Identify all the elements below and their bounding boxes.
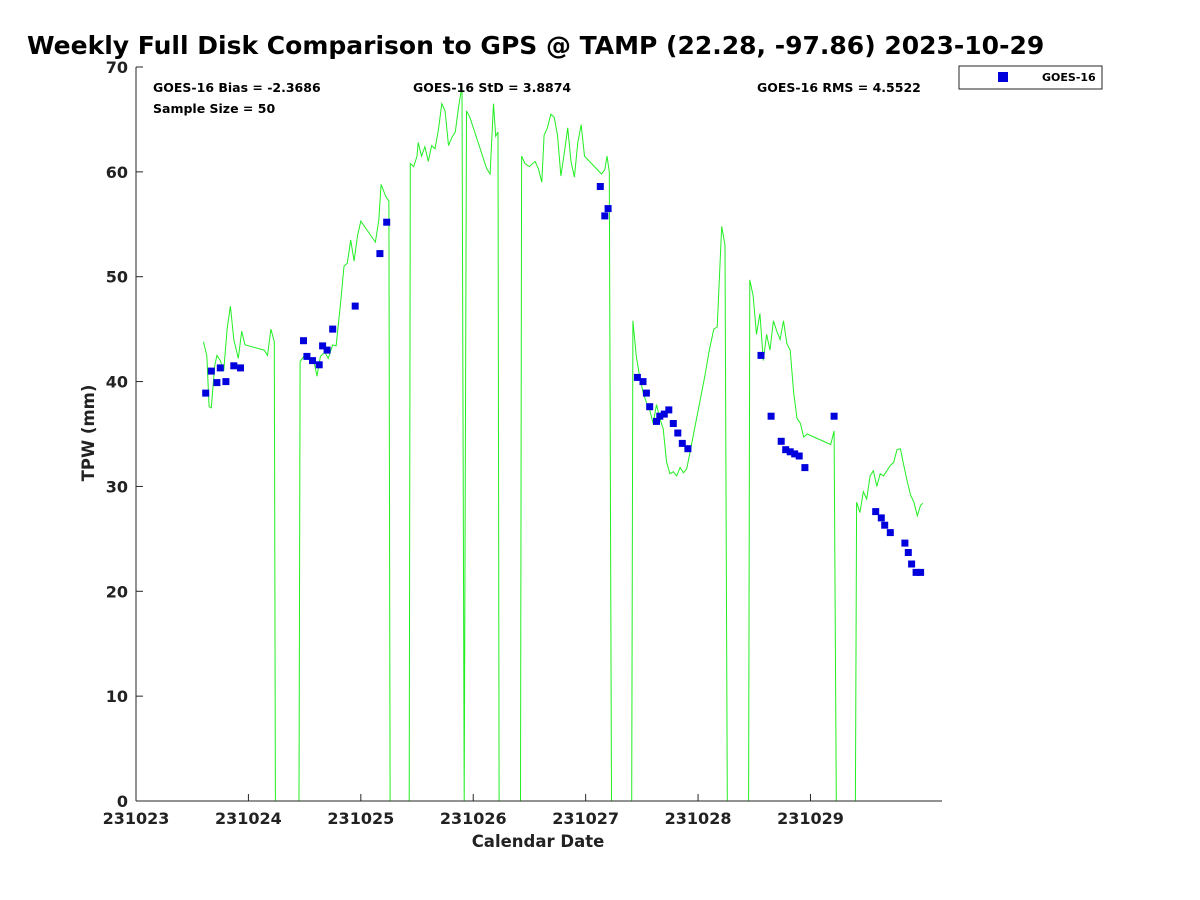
- goes16-data-point: [383, 218, 391, 226]
- goes16-data-point: [877, 514, 885, 522]
- goes16-data-point: [872, 508, 880, 516]
- y-tick-label: 50: [106, 268, 128, 287]
- stat-std: GOES-16 StD = 3.8874: [413, 80, 571, 95]
- goes16-data-point: [912, 568, 920, 576]
- x-tick-label: 231024: [215, 809, 282, 828]
- goes16-data-point: [757, 351, 765, 359]
- stat-rms: GOES-16 RMS = 4.5522: [757, 80, 921, 95]
- goes16-data-point: [767, 412, 775, 420]
- goes16-data-point: [237, 364, 244, 372]
- legend: GOES-16: [958, 65, 1103, 90]
- gps-tpw-line: [202, 85, 924, 802]
- goes16-data-point: [917, 568, 925, 576]
- y-axis-label: TPW (mm): [79, 385, 98, 482]
- plot-lines: [202, 85, 924, 802]
- y-tick-label: 60: [106, 163, 128, 182]
- goes16-data-point: [669, 420, 677, 427]
- goes16-data-point: [639, 378, 647, 386]
- chart-title: Weekly Full Disk Comparison to GPS @ TAM…: [27, 31, 1044, 60]
- goes16-data-point: [323, 346, 331, 354]
- goes16-data-point: [801, 464, 809, 472]
- goes16-data-point: [660, 410, 668, 418]
- goes16-data-point: [351, 302, 359, 310]
- x-tick-label: 231025: [327, 809, 394, 828]
- goes16-data-point: [684, 445, 692, 453]
- goes16-data-point: [904, 549, 912, 556]
- legend-box: [958, 65, 1103, 90]
- goes16-data-point: [303, 352, 311, 360]
- x-tick-label: 231023: [103, 809, 170, 828]
- y-tick-label: 10: [106, 687, 128, 706]
- legend-label-goes16: GOES-16: [1042, 71, 1096, 84]
- y-tick-label: 20: [106, 582, 128, 601]
- goes16-data-point: [908, 560, 916, 568]
- x-tick-label: 231028: [665, 809, 732, 828]
- goes16-data-point: [653, 417, 660, 425]
- goes16-data-point: [309, 357, 316, 365]
- goes16-data-point: [222, 378, 230, 386]
- goes16-data-point: [674, 429, 682, 437]
- y-axis-ticks: 0 10 20 30 40 50 60 70: [106, 58, 143, 811]
- goes16-data-point: [901, 539, 909, 547]
- goes16-data-point: [795, 452, 803, 460]
- stat-sample-size: Sample Size = 50: [153, 101, 275, 116]
- goes16-data-point: [230, 362, 238, 370]
- x-tick-label: 231027: [552, 809, 619, 828]
- y-tick-label: 0: [117, 792, 128, 811]
- goes16-data-point: [830, 412, 838, 420]
- x-axis-ticks: 231023 231024 231025 231026 231027 231028 2310…: [103, 794, 844, 828]
- x-tick-label: 231029: [777, 809, 844, 828]
- goes16-data-point: [596, 183, 604, 190]
- goes16-data-point: [665, 406, 673, 414]
- goes16-data-point: [656, 412, 664, 420]
- goes16-data-point: [216, 364, 224, 372]
- goes16-data-point: [881, 521, 889, 529]
- goes16-data-point: [601, 212, 609, 220]
- goes16-data-point: [633, 373, 641, 381]
- goes16-data-point: [678, 439, 686, 447]
- legend-marker-goes16: [998, 72, 1008, 82]
- goes16-data-point: [315, 361, 323, 369]
- x-tick-label: 231026: [440, 809, 507, 828]
- goes16-data-point: [300, 337, 307, 345]
- goes16-data-point: [319, 342, 327, 350]
- plot-markers: [202, 183, 925, 576]
- goes16-data-point: [886, 529, 894, 537]
- stat-bias: GOES-16 Bias = -2.3686: [153, 80, 321, 95]
- goes16-data-point: [786, 448, 794, 456]
- goes16-data-point: [213, 379, 221, 387]
- x-axis-label: Calendar Date: [472, 832, 605, 851]
- y-tick-label: 70: [106, 58, 128, 77]
- goes16-data-point: [791, 450, 799, 458]
- goes16-data-point: [782, 446, 790, 454]
- goes16-data-point: [646, 403, 654, 411]
- goes16-data-point: [604, 205, 612, 213]
- goes16-data-point: [207, 367, 215, 375]
- goes16-data-point: [202, 389, 210, 397]
- goes16-data-point: [777, 437, 785, 445]
- y-tick-label: 40: [106, 373, 128, 392]
- y-tick-label: 30: [106, 477, 128, 496]
- goes16-data-point: [329, 325, 337, 333]
- goes16-data-point: [376, 250, 384, 258]
- goes16-data-point: [642, 389, 650, 397]
